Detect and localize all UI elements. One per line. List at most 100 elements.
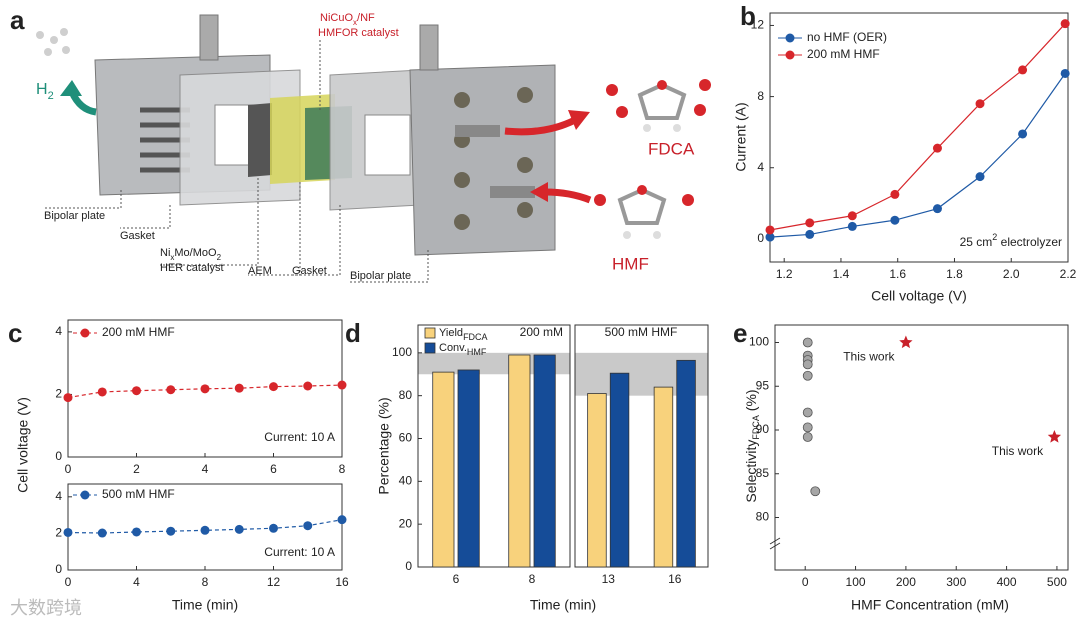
- fdca-molecule: [606, 79, 711, 132]
- legend-marker: [80, 328, 90, 338]
- data-point: [810, 486, 821, 497]
- legend-swatch: [424, 342, 436, 354]
- x-tick-label: 2.2: [1060, 267, 1077, 281]
- y-tick-label: 100: [749, 335, 769, 349]
- y-tick-label: 2: [55, 387, 62, 401]
- data-point: [890, 215, 900, 225]
- x-tick-label: 2.0: [1003, 267, 1020, 281]
- x-tick-label: 300: [946, 575, 966, 589]
- y-axis-label: Cell voltage (V): [15, 397, 31, 493]
- x-tick-label: 400: [997, 575, 1017, 589]
- data-point: [166, 385, 176, 395]
- y-axis-label: Current (A): [733, 102, 749, 171]
- outlet-pipe: [455, 125, 500, 137]
- y-axis-label: Percentage (%): [376, 397, 392, 494]
- y-tick-label: 95: [756, 378, 770, 392]
- x-tick-label: 6: [453, 572, 460, 586]
- y-tick-label: 20: [399, 516, 413, 530]
- subplot-label: 200 mM: [520, 325, 563, 339]
- component-label: HER catalyst: [160, 262, 224, 274]
- text-part: FDCA: [463, 332, 488, 342]
- y-tick-label: 4: [757, 160, 764, 174]
- data-point: [765, 225, 775, 235]
- y-axis-label: SelectivityFDCA (%): [743, 389, 762, 502]
- data-point: [802, 337, 813, 348]
- data-point: [932, 204, 942, 214]
- h2-label: H2: [36, 81, 54, 102]
- legend-label: no HMF (OER): [807, 30, 887, 44]
- data-star: [899, 335, 913, 349]
- panel-label: e: [733, 318, 747, 348]
- outlet-arrow: [504, 116, 577, 136]
- axis-break: [769, 537, 781, 550]
- annotation: Current: 10 A: [264, 545, 335, 559]
- annotation: Current: 10 A: [264, 430, 335, 444]
- data-point: [97, 387, 107, 397]
- component-label: HMFOR catalyst: [318, 27, 399, 39]
- y-tick-label: 0: [757, 231, 764, 245]
- data-point: [303, 381, 313, 391]
- data-point: [337, 380, 347, 390]
- annotation: 25 cm2 electrolyzer: [960, 232, 1062, 249]
- text-part: Yield: [439, 327, 463, 339]
- legend-marker: [785, 33, 795, 43]
- component-label: Gasket: [292, 265, 327, 277]
- text-part: HMF: [467, 347, 487, 357]
- point-label: This work: [843, 350, 895, 364]
- legend-marker: [80, 490, 90, 500]
- x-tick-label: 1.8: [946, 267, 963, 281]
- text-part: 25 cm: [960, 235, 993, 249]
- data-point: [975, 99, 985, 109]
- subplot-label: 500 mM HMF: [605, 325, 678, 339]
- inlet-pipe: [490, 186, 535, 198]
- data-point: [132, 386, 141, 396]
- y-tick-label: 8: [757, 89, 764, 103]
- y-tick-label: 12: [751, 18, 765, 32]
- gasket-window: [364, 114, 411, 176]
- data-point: [765, 232, 775, 242]
- x-axis-label: Time (min): [530, 597, 596, 613]
- legend-label: YieldFDCA: [439, 327, 488, 342]
- data-point: [802, 407, 813, 418]
- text-part: electrolyzer: [997, 235, 1062, 249]
- x-axis-label: Cell voltage (V): [871, 288, 967, 304]
- her-catalyst: [248, 103, 272, 177]
- component-label: NiCuOx/NF: [320, 12, 375, 27]
- data-point: [1018, 65, 1028, 75]
- y-tick-label: 0: [55, 562, 62, 576]
- series-line: [769, 23, 1066, 231]
- data-point: [805, 218, 815, 228]
- flow-channel: [140, 107, 190, 173]
- text-part: Selectivity: [743, 440, 759, 503]
- x-tick-label: 16: [335, 575, 349, 589]
- data-point: [132, 527, 141, 537]
- x-tick-label: 0: [802, 575, 809, 589]
- component-label: Bipolar plate: [350, 270, 411, 282]
- bar: [676, 359, 696, 568]
- data-point: [200, 384, 210, 394]
- bipolar-plate: [409, 64, 556, 256]
- component-label: Gasket: [120, 230, 155, 242]
- data-point: [932, 143, 942, 153]
- h2-bubbles: [36, 28, 70, 56]
- bar: [508, 354, 531, 568]
- x-tick-label: 12: [267, 575, 281, 589]
- x-tick-label: 16: [668, 572, 682, 586]
- data-point: [269, 382, 278, 392]
- data-point: [234, 383, 244, 393]
- bar: [533, 354, 556, 568]
- x-tick-label: 1.6: [889, 267, 906, 281]
- data-point: [63, 527, 73, 537]
- product-label: FDCA: [648, 139, 695, 158]
- x-tick-label: 100: [846, 575, 866, 589]
- data-point: [63, 393, 73, 403]
- y-tick-label: 60: [399, 431, 413, 445]
- y-tick-label: 100: [392, 345, 412, 359]
- x-tick-label: 6: [270, 462, 277, 476]
- panel-label: c: [8, 318, 22, 348]
- data-point: [269, 523, 278, 533]
- x-tick-label: 500: [1047, 575, 1067, 589]
- point-label: This work: [992, 444, 1044, 458]
- y-tick-label: 90: [756, 422, 770, 436]
